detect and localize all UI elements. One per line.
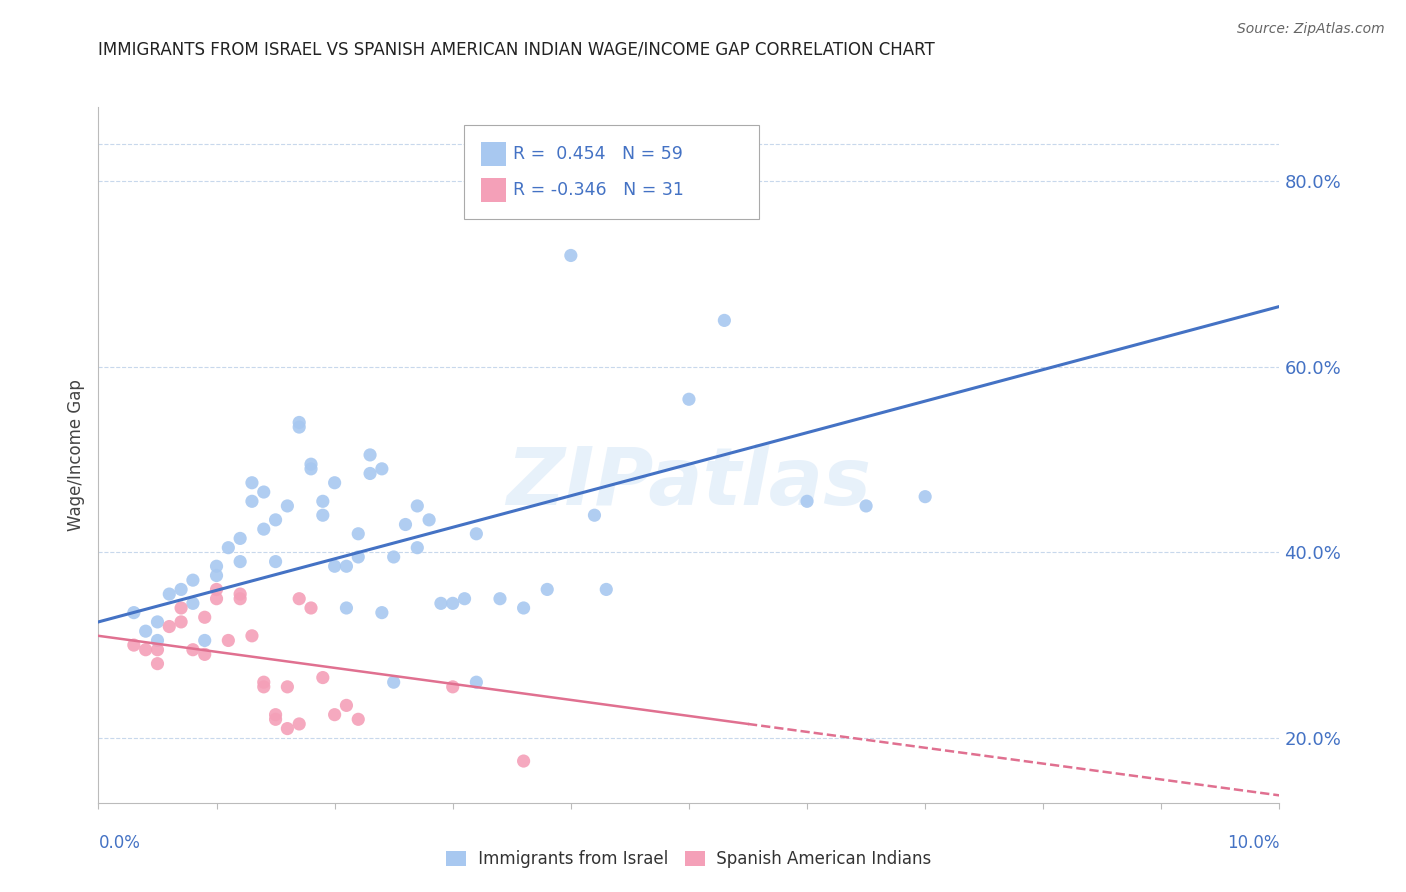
Point: [855, 499, 877, 513]
Point: [229, 532, 252, 546]
Point: [205, 559, 228, 574]
Point: [512, 601, 534, 615]
Point: [181, 573, 204, 587]
Point: [146, 642, 169, 657]
Point: [240, 475, 263, 490]
Point: [205, 568, 228, 582]
Point: [135, 642, 157, 657]
Point: [264, 712, 287, 726]
Point: [796, 494, 818, 508]
Point: [430, 596, 453, 610]
Text: ZIPatlas: ZIPatlas: [506, 443, 872, 522]
Text: 0.0%: 0.0%: [98, 834, 141, 852]
Point: [418, 513, 440, 527]
Point: [713, 313, 735, 327]
Point: [181, 596, 204, 610]
Legend:  Immigrants from Israel,  Spanish American Indians: Immigrants from Israel, Spanish American…: [440, 843, 938, 874]
Text: Source: ZipAtlas.com: Source: ZipAtlas.com: [1237, 22, 1385, 37]
Point: [914, 490, 936, 504]
Point: [406, 499, 429, 513]
Point: [299, 457, 322, 471]
Point: [170, 615, 193, 629]
Point: [371, 462, 394, 476]
Point: [205, 591, 228, 606]
Point: [170, 601, 193, 615]
Point: [264, 707, 287, 722]
Point: [288, 717, 311, 731]
Point: [276, 680, 298, 694]
Point: [347, 549, 370, 564]
Point: [335, 601, 357, 615]
Point: [382, 675, 405, 690]
Point: [335, 698, 357, 713]
Point: [406, 541, 429, 555]
Point: [560, 248, 582, 262]
Point: [465, 675, 488, 690]
Point: [170, 582, 193, 597]
Point: [264, 513, 287, 527]
Point: [323, 475, 346, 490]
Point: [229, 587, 252, 601]
Point: [253, 680, 276, 694]
Point: [371, 606, 394, 620]
Point: [299, 462, 322, 476]
Point: [205, 582, 228, 597]
Point: [122, 606, 145, 620]
Point: [323, 707, 346, 722]
Point: [229, 555, 252, 569]
Point: [122, 638, 145, 652]
Point: [583, 508, 606, 523]
Point: [465, 526, 488, 541]
Point: [382, 549, 405, 564]
Point: [441, 596, 464, 610]
Point: [288, 420, 311, 434]
Point: [276, 499, 298, 513]
Point: [264, 555, 287, 569]
Text: IMMIGRANTS FROM ISRAEL VS SPANISH AMERICAN INDIAN WAGE/INCOME GAP CORRELATION CH: IMMIGRANTS FROM ISRAEL VS SPANISH AMERIC…: [98, 40, 935, 58]
Point: [394, 517, 416, 532]
Point: [595, 582, 617, 597]
Point: [489, 591, 512, 606]
Point: [157, 619, 180, 633]
Point: [441, 680, 464, 694]
Text: 10.0%: 10.0%: [1227, 834, 1279, 852]
Point: [359, 448, 381, 462]
Point: [359, 467, 381, 481]
Point: [312, 508, 335, 523]
Point: [217, 633, 239, 648]
Point: [536, 582, 558, 597]
Point: [194, 648, 217, 662]
Point: [253, 485, 276, 500]
Point: [253, 675, 276, 690]
Point: [146, 657, 169, 671]
Point: [335, 559, 357, 574]
Point: [240, 494, 263, 508]
Point: [312, 494, 335, 508]
Point: [323, 559, 346, 574]
Point: [288, 591, 311, 606]
Point: [347, 526, 370, 541]
Point: [217, 541, 239, 555]
Point: [299, 601, 322, 615]
Point: [157, 587, 180, 601]
Point: [453, 591, 475, 606]
Point: [146, 633, 169, 648]
Point: [181, 642, 204, 657]
Point: [253, 522, 276, 536]
Point: [146, 615, 169, 629]
Point: [240, 629, 263, 643]
Point: [194, 610, 217, 624]
Point: [276, 722, 298, 736]
Text: R = -0.346   N = 31: R = -0.346 N = 31: [513, 181, 685, 199]
Point: [229, 591, 252, 606]
Y-axis label: Wage/Income Gap: Wage/Income Gap: [66, 379, 84, 531]
Point: [512, 754, 534, 768]
Point: [678, 392, 700, 407]
Point: [135, 624, 157, 639]
Point: [288, 416, 311, 430]
Text: R =  0.454   N = 59: R = 0.454 N = 59: [513, 145, 683, 163]
Point: [347, 712, 370, 726]
Point: [194, 633, 217, 648]
Point: [312, 671, 335, 685]
